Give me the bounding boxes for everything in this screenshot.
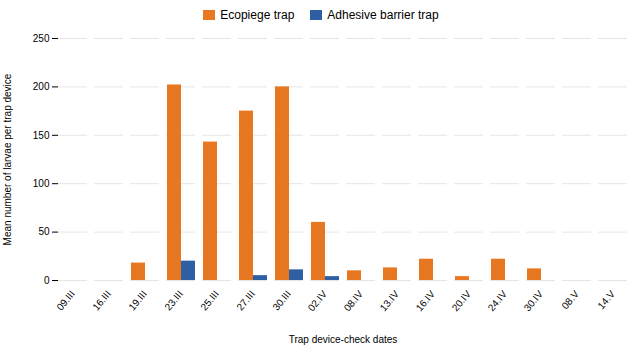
svg-text:150: 150: [33, 130, 50, 141]
svg-text:20.IV: 20.IV: [450, 288, 474, 313]
svg-text:16.III: 16.III: [90, 288, 113, 312]
svg-text:23.III: 23.III: [162, 288, 185, 312]
svg-text:30.III: 30.III: [270, 288, 293, 312]
html-text:Ecopiege trap: Ecopiege trap: [220, 8, 295, 22]
svg-text:30.IV: 30.IV: [522, 288, 546, 313]
svg-text:13.IV: 13.IV: [378, 288, 402, 313]
svg-text:0: 0: [44, 275, 50, 286]
svg-text:24.IV: 24.IV: [486, 288, 510, 313]
svg-text:14.V: 14.V: [595, 288, 617, 311]
svg-text:19.III: 19.III: [126, 288, 149, 312]
svg-text:25.III: 25.III: [198, 288, 221, 312]
svg-text:200: 200: [33, 81, 50, 92]
svg-text:27.III: 27.III: [234, 288, 257, 312]
svg-text:02.IV: 02.IV: [306, 288, 330, 313]
svg-text:09.III: 09.III: [54, 288, 77, 312]
svg-text:16.IV: 16.IV: [414, 288, 438, 313]
svg-text:Mean number of larvae per trap: Mean number of larvae per trap device: [2, 73, 13, 245]
svg-text:100: 100: [33, 178, 50, 189]
html-text:Adhesive barrier trap: Adhesive barrier trap: [327, 8, 439, 22]
svg-text:250: 250: [33, 33, 50, 44]
svg-text:Trap device-check dates: Trap device-check dates: [289, 334, 398, 345]
svg-text:08.V: 08.V: [559, 288, 581, 311]
svg-text:50: 50: [38, 226, 50, 237]
svg-text:08.IV: 08.IV: [342, 288, 366, 313]
